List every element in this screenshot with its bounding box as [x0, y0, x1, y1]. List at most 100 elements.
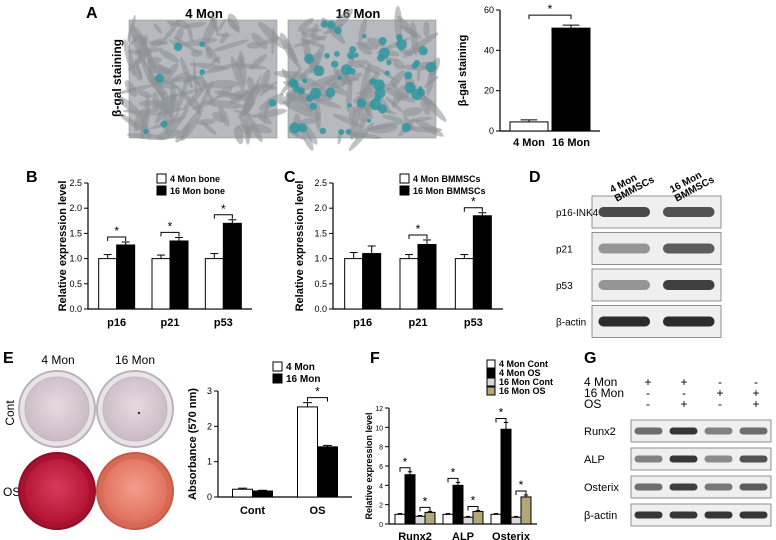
bar — [297, 406, 318, 498]
legend-swatch — [486, 377, 496, 387]
stained-cell — [384, 70, 390, 76]
cell — [204, 62, 240, 74]
blot-band — [634, 455, 663, 463]
cell — [423, 76, 439, 88]
legend-label: 4 Mon — [286, 362, 315, 373]
stained-cell — [396, 34, 403, 41]
stained-cell — [378, 36, 387, 46]
condition-sign: + — [680, 397, 687, 411]
stained-cell — [377, 53, 385, 62]
stained-cell — [356, 98, 367, 108]
cell — [154, 95, 176, 124]
cell — [117, 84, 155, 95]
bar — [344, 258, 364, 310]
cell — [140, 112, 147, 131]
cell — [314, 101, 322, 131]
stained-cell — [268, 99, 277, 107]
cell — [249, 54, 268, 70]
cell — [122, 109, 146, 114]
blot-strip — [630, 503, 772, 527]
bar — [222, 222, 242, 310]
bar — [520, 496, 532, 525]
significance-bracket — [495, 418, 507, 423]
cell — [170, 75, 204, 83]
y-tick-label: 0 — [379, 522, 383, 529]
stained-cell — [418, 46, 428, 56]
stained-cell — [369, 98, 382, 111]
legend-swatch — [486, 368, 496, 378]
cell — [242, 109, 263, 143]
stained-cell — [289, 122, 301, 134]
category-label: p53 — [214, 317, 233, 329]
blot-band — [704, 455, 733, 463]
category-label: p16 — [107, 317, 126, 329]
cell — [141, 59, 157, 90]
blot-label: Osterix — [584, 482, 619, 494]
legend-swatch — [399, 173, 410, 184]
blot-band — [739, 483, 768, 491]
blot-label: p16-INK4 — [556, 208, 599, 219]
cell — [213, 90, 248, 101]
micrograph-16mon — [273, 5, 447, 152]
significance-star: * — [114, 224, 119, 238]
blot-band — [669, 427, 698, 435]
stained-cell — [313, 65, 325, 77]
bar — [169, 240, 189, 310]
plate-label-16mon: 16 Mon — [115, 353, 155, 367]
blot-band — [634, 483, 663, 491]
panel-letter-B: B — [26, 169, 38, 186]
cell — [170, 106, 174, 126]
legend-swatch — [399, 185, 410, 196]
significance-star: * — [168, 219, 173, 233]
significance-bracket — [399, 467, 411, 472]
condition-sign: - — [718, 375, 722, 389]
y-axis-label: Relative expression level — [364, 412, 374, 519]
bar — [490, 513, 502, 525]
cell — [298, 117, 320, 125]
stained-cell — [349, 46, 357, 54]
stained-cell — [143, 128, 149, 135]
cell — [133, 27, 145, 44]
stained-cell — [425, 61, 437, 73]
significance-star: * — [221, 202, 226, 216]
cell — [414, 119, 444, 137]
stained-cell — [366, 118, 372, 123]
stained-cell — [346, 128, 352, 135]
cell — [298, 17, 314, 31]
cell — [346, 132, 382, 139]
cell — [179, 38, 218, 47]
legend-swatch — [486, 386, 496, 396]
bar — [442, 513, 454, 525]
condition-sign: + — [716, 386, 723, 400]
category-label: p21 — [161, 317, 180, 329]
condition-sign: + — [752, 397, 759, 411]
cell — [166, 108, 189, 138]
significance-star: * — [423, 494, 428, 508]
stained-cell — [413, 59, 420, 67]
stained-cell — [309, 102, 317, 110]
cell — [260, 36, 280, 46]
bar — [454, 258, 474, 310]
significance-bracket — [528, 14, 572, 20]
significance-bracket — [213, 214, 233, 219]
cell — [402, 107, 423, 117]
legend-swatch — [156, 185, 167, 196]
cell — [405, 32, 439, 55]
condition-sign: + — [752, 386, 759, 400]
significance-star: * — [471, 493, 476, 507]
condition-sign: + — [644, 375, 651, 389]
stained-cell — [334, 26, 342, 35]
blot-band — [662, 243, 715, 254]
stained-cell — [173, 42, 183, 52]
stained-cell — [418, 86, 423, 91]
cell — [226, 18, 241, 33]
panel-letter-D: D — [529, 169, 541, 186]
y-tick-label: 2 — [207, 421, 212, 431]
legend-label: 16 Mon — [286, 374, 320, 385]
bar — [232, 488, 253, 498]
cell — [419, 92, 447, 122]
cell — [136, 34, 148, 64]
significance-bracket — [160, 231, 180, 237]
bar — [452, 484, 464, 525]
